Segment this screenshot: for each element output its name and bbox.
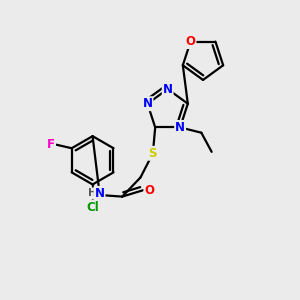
Text: N: N <box>175 121 185 134</box>
Text: O: O <box>185 35 196 48</box>
Text: F: F <box>47 138 55 151</box>
Text: Cl: Cl <box>86 201 99 214</box>
Text: S: S <box>148 147 157 160</box>
Text: N: N <box>94 187 105 200</box>
Text: O: O <box>144 184 154 196</box>
Text: N: N <box>142 97 152 110</box>
Text: N: N <box>163 82 173 95</box>
Text: H: H <box>88 188 97 198</box>
